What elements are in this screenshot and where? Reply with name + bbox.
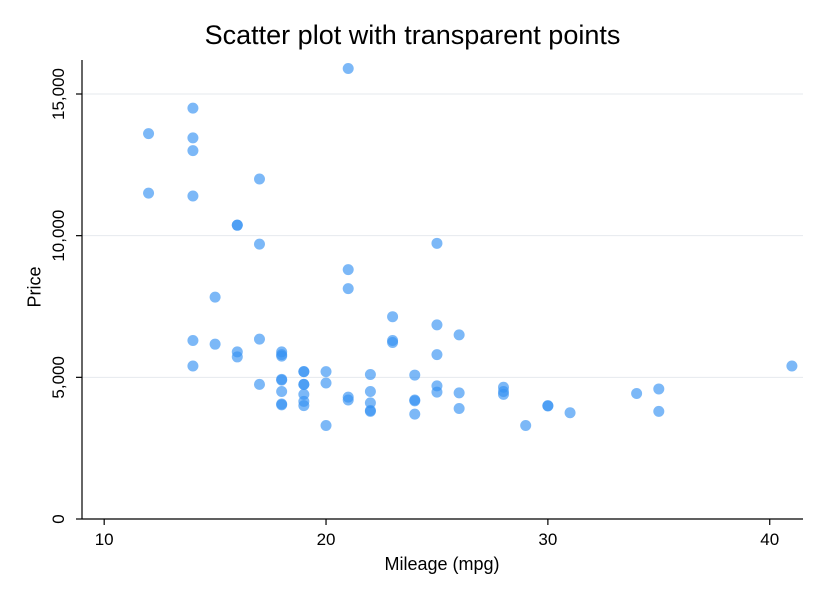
data-point: [253, 378, 265, 390]
x-axis-label: Mileage (mpg): [384, 554, 500, 574]
data-point: [653, 405, 665, 417]
data-point: [342, 283, 354, 295]
data-point: [187, 132, 199, 144]
data-point: [276, 350, 288, 362]
data-point: [187, 145, 199, 157]
data-point: [143, 187, 155, 199]
data-point: [320, 377, 332, 389]
data-point: [342, 63, 354, 74]
data-point: [431, 386, 443, 398]
data-point: [387, 311, 399, 323]
data-point: [298, 366, 310, 378]
data-point: [209, 338, 221, 350]
data-point: [631, 387, 643, 399]
data-point: [653, 383, 665, 395]
data-points: [143, 63, 798, 431]
data-point: [453, 329, 465, 341]
data-point: [387, 336, 399, 348]
data-point: [453, 403, 465, 414]
data-point: [453, 387, 465, 399]
data-point: [364, 397, 376, 409]
data-point: [253, 173, 265, 185]
data-point: [209, 291, 221, 303]
y-tick-label: 15,000: [49, 68, 68, 120]
data-point: [431, 319, 443, 331]
data-point: [187, 360, 199, 372]
data-point: [298, 378, 310, 390]
x-tick-label: 20: [317, 530, 336, 549]
x-tick-label: 30: [538, 530, 557, 549]
data-point: [143, 128, 155, 140]
data-point: [253, 238, 265, 250]
data-point: [542, 400, 554, 412]
y-axis-label: Price: [24, 266, 45, 308]
data-point: [342, 394, 354, 406]
data-point: [431, 349, 443, 361]
data-point: [364, 405, 376, 417]
data-point: [409, 395, 421, 407]
data-point: [276, 399, 288, 411]
y-tick-label: 0: [49, 514, 68, 523]
data-point: [231, 219, 243, 231]
x-tick-label: 40: [760, 530, 779, 549]
axes: 0 5,000 10,000 15,000 10 20 30 40: [49, 60, 803, 549]
data-point: [298, 400, 310, 412]
grid-lines: [82, 93, 803, 378]
data-point: [520, 420, 532, 431]
data-point: [498, 388, 510, 400]
x-tick-label: 10: [95, 530, 114, 549]
data-point: [786, 360, 798, 372]
data-point: [187, 102, 199, 114]
data-point: [320, 420, 332, 431]
data-point: [231, 351, 243, 363]
y-tick-label: 5,000: [49, 356, 68, 399]
y-tick-label: 10,000: [49, 210, 68, 262]
chart-title: Scatter plot with transparent points: [204, 20, 621, 50]
data-point: [276, 374, 288, 386]
data-point: [276, 386, 288, 397]
data-point: [564, 407, 576, 419]
data-point: [342, 264, 354, 276]
data-point: [320, 366, 332, 378]
data-point: [187, 335, 199, 346]
data-point: [364, 369, 376, 380]
data-point: [431, 237, 443, 249]
data-point: [364, 386, 376, 397]
data-point: [409, 369, 421, 381]
data-point: [409, 408, 421, 420]
data-point: [253, 333, 265, 345]
data-point: [187, 190, 199, 202]
